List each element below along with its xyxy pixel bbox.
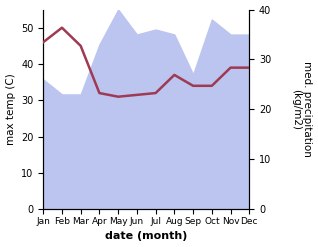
X-axis label: date (month): date (month) (105, 231, 187, 242)
Y-axis label: max temp (C): max temp (C) (5, 74, 16, 145)
Y-axis label: med. precipitation
(kg/m2): med. precipitation (kg/m2) (291, 62, 313, 157)
